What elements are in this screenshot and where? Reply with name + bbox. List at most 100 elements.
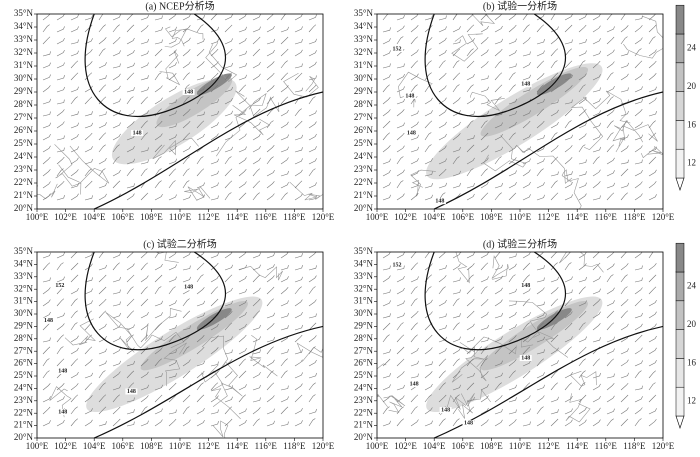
wind-barb bbox=[140, 168, 148, 177]
wind-barb bbox=[280, 385, 289, 391]
lon-label: 100°E bbox=[366, 212, 389, 222]
wind-barb bbox=[294, 276, 303, 283]
wind-barb bbox=[308, 75, 317, 81]
wind-barb bbox=[564, 145, 573, 153]
wind-barb bbox=[438, 286, 446, 295]
wind-barb bbox=[294, 134, 303, 141]
wind-barb bbox=[592, 134, 601, 141]
wind-barb bbox=[396, 334, 405, 343]
lon-label: 116°E bbox=[255, 441, 278, 451]
contour-label: 148 bbox=[58, 368, 67, 374]
wind-barb bbox=[578, 108, 587, 117]
wind-barb bbox=[578, 159, 587, 165]
wind-barb bbox=[466, 382, 475, 391]
wind-barb bbox=[648, 86, 657, 93]
wind-barb bbox=[522, 74, 531, 81]
wind-barb bbox=[522, 110, 531, 117]
wind-barb bbox=[452, 121, 461, 129]
contour-label-bg bbox=[408, 381, 421, 388]
wind-barb bbox=[438, 252, 446, 259]
wind-barb bbox=[536, 287, 545, 295]
wind-barb bbox=[224, 252, 233, 259]
border bbox=[296, 342, 323, 362]
wind-barb bbox=[294, 286, 302, 295]
wind-barb bbox=[112, 347, 121, 355]
wind-barb bbox=[210, 409, 219, 415]
wind-barb bbox=[308, 133, 317, 141]
lat-label: 29°N bbox=[14, 320, 34, 330]
wind-barb bbox=[536, 73, 545, 81]
wind-barb bbox=[382, 289, 391, 295]
wind-barb bbox=[168, 313, 177, 319]
wind-barb bbox=[238, 347, 247, 355]
wind-barb bbox=[438, 192, 446, 201]
lon-label: 120°E bbox=[312, 212, 335, 222]
wind-barb bbox=[648, 120, 656, 129]
wind-barb bbox=[224, 180, 233, 189]
wind-barb bbox=[494, 96, 502, 105]
wind-barb bbox=[56, 135, 65, 141]
wind-barb bbox=[522, 120, 531, 129]
wind-barb bbox=[438, 37, 447, 45]
wind-barb bbox=[452, 156, 460, 165]
wind-barb bbox=[382, 322, 391, 331]
wind-barb bbox=[592, 323, 601, 331]
wind-barb bbox=[592, 169, 601, 177]
wind-barb bbox=[550, 310, 559, 319]
wind-barb bbox=[210, 26, 219, 33]
wind-barb bbox=[266, 275, 275, 283]
wind-barb bbox=[168, 180, 176, 189]
wind-barb bbox=[466, 168, 474, 177]
wind-barb bbox=[294, 349, 303, 355]
wind-barb bbox=[308, 418, 316, 427]
wind-barb bbox=[168, 252, 177, 259]
wind-barb bbox=[154, 15, 163, 21]
wind-barb bbox=[182, 37, 191, 45]
wind-barb bbox=[182, 406, 190, 415]
wind-barb bbox=[294, 49, 303, 57]
wind-barb bbox=[196, 274, 204, 283]
wind-barb bbox=[382, 313, 391, 319]
border bbox=[465, 346, 489, 382]
wind-barb bbox=[620, 310, 629, 319]
wind-barb bbox=[382, 27, 391, 33]
lat-label: 31°N bbox=[14, 60, 34, 70]
border bbox=[37, 183, 58, 200]
wind-barb bbox=[382, 265, 391, 271]
wind-barb bbox=[382, 334, 390, 343]
lat-label: 20°N bbox=[354, 203, 374, 213]
wind-barb bbox=[592, 74, 601, 81]
wind-barb bbox=[70, 96, 78, 105]
wind-barb bbox=[84, 72, 93, 81]
wind-barb bbox=[396, 14, 405, 21]
wind-barb bbox=[70, 310, 78, 319]
wind-barb bbox=[536, 312, 545, 319]
wind-barb bbox=[154, 336, 163, 343]
wind-barb bbox=[634, 298, 643, 307]
wind-barb bbox=[508, 145, 517, 153]
wind-barb bbox=[620, 274, 628, 283]
wind-barb bbox=[280, 121, 289, 129]
cb-segment bbox=[675, 120, 685, 150]
wind-barb bbox=[620, 36, 628, 45]
cb-tick-label: 12 bbox=[687, 396, 696, 406]
wind-barb bbox=[648, 394, 657, 403]
wind-barb bbox=[266, 145, 275, 153]
wind-barb bbox=[112, 73, 121, 81]
wind-barb bbox=[168, 49, 177, 57]
wind-barb bbox=[592, 358, 600, 367]
wind-barb bbox=[280, 85, 289, 93]
wind-barb bbox=[238, 84, 247, 93]
wind-barb bbox=[294, 372, 303, 379]
wind-barb bbox=[550, 382, 558, 391]
wind-barb bbox=[98, 298, 107, 307]
wind-barb bbox=[592, 60, 601, 69]
wind-barb bbox=[550, 109, 559, 117]
wind-barb bbox=[252, 97, 261, 105]
wind-barb bbox=[578, 322, 586, 331]
wind-barb bbox=[182, 145, 191, 153]
wind-barb bbox=[438, 358, 447, 367]
wind-barb bbox=[280, 134, 289, 141]
lat-label: 25°N bbox=[14, 138, 34, 148]
wind-barb bbox=[508, 72, 516, 81]
